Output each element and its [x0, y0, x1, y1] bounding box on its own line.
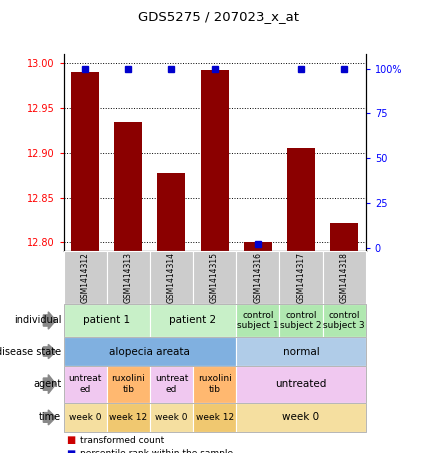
- FancyArrow shape: [43, 410, 56, 425]
- FancyArrow shape: [43, 312, 56, 329]
- Text: untreated: untreated: [275, 379, 327, 389]
- Text: agent: agent: [33, 379, 61, 389]
- Text: GSM1414314: GSM1414314: [167, 252, 176, 303]
- Text: time: time: [39, 412, 61, 423]
- Text: week 0: week 0: [283, 412, 320, 423]
- Bar: [71, 72, 99, 251]
- Text: GSM1414312: GSM1414312: [81, 252, 90, 303]
- Text: control
subject 1: control subject 1: [237, 311, 279, 330]
- Text: ■: ■: [66, 449, 75, 453]
- Text: ruxolini
tib: ruxolini tib: [198, 375, 232, 394]
- Text: alopecia areata: alopecia areata: [110, 347, 190, 357]
- Text: percentile rank within the sample: percentile rank within the sample: [80, 449, 233, 453]
- Bar: [201, 70, 229, 251]
- Text: GSM1414315: GSM1414315: [210, 252, 219, 303]
- Text: patient 1: patient 1: [83, 315, 130, 326]
- Bar: [244, 241, 272, 251]
- Text: patient 2: patient 2: [170, 315, 217, 326]
- Text: normal: normal: [283, 347, 319, 357]
- Text: transformed count: transformed count: [80, 436, 164, 445]
- Text: week 0: week 0: [69, 413, 101, 422]
- Text: untreat
ed: untreat ed: [155, 375, 188, 394]
- Text: week 12: week 12: [109, 413, 147, 422]
- Bar: [287, 149, 315, 251]
- Text: individual: individual: [14, 315, 61, 326]
- Text: ■: ■: [66, 435, 75, 445]
- Text: ruxolini
tib: ruxolini tib: [111, 375, 145, 394]
- Text: GSM1414318: GSM1414318: [339, 252, 349, 303]
- Bar: [157, 173, 185, 251]
- Text: GSM1414316: GSM1414316: [253, 252, 262, 303]
- Text: week 12: week 12: [195, 413, 234, 422]
- Text: GDS5275 / 207023_x_at: GDS5275 / 207023_x_at: [138, 10, 300, 23]
- Text: untreat
ed: untreat ed: [68, 375, 102, 394]
- Text: control
subject 3: control subject 3: [323, 311, 365, 330]
- Text: GSM1414313: GSM1414313: [124, 252, 133, 303]
- Bar: [114, 121, 142, 251]
- Text: control
subject 2: control subject 2: [280, 311, 322, 330]
- Bar: [330, 223, 358, 251]
- Text: week 0: week 0: [155, 413, 188, 422]
- FancyArrow shape: [43, 375, 56, 394]
- Text: GSM1414317: GSM1414317: [297, 252, 305, 303]
- FancyArrow shape: [43, 344, 56, 359]
- Text: disease state: disease state: [0, 347, 61, 357]
